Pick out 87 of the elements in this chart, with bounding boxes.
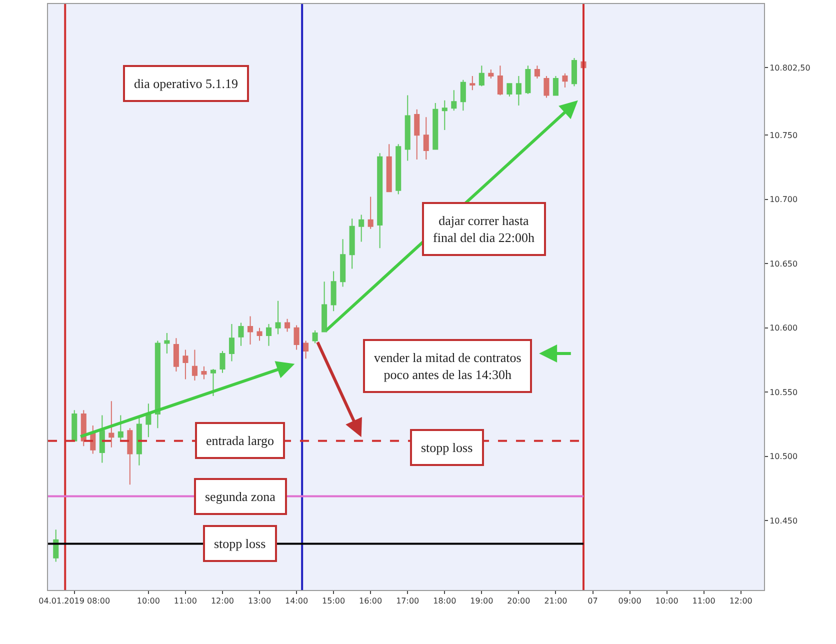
candlestick: [478, 65, 484, 87]
candlestick: [99, 414, 105, 464]
candlestick: [275, 300, 281, 335]
x-tick-label: 10:00: [655, 596, 678, 606]
x-tick-label: 04.01.2019 08:00: [38, 596, 110, 606]
candlestick: [247, 316, 254, 346]
candlestick: [53, 529, 59, 562]
candlestick: [451, 90, 457, 112]
candlestick: [368, 196, 374, 230]
candlestick: [210, 368, 216, 396]
candlestick: [404, 94, 410, 162]
candlestick: [330, 270, 336, 312]
candlestick: [238, 322, 244, 346]
candlestick: [192, 349, 198, 382]
x-tick-label: 11:00: [692, 596, 716, 606]
candlestick: [266, 323, 272, 346]
candlestick: [182, 349, 188, 380]
candlestick: [497, 65, 503, 96]
candlestick: [154, 340, 160, 429]
candlestick: [534, 65, 540, 80]
candlestick: [506, 83, 512, 98]
candlestick: [256, 327, 262, 342]
candlestick: [118, 414, 124, 442]
annotation: stopp loss: [421, 440, 473, 455]
annotation: dia operativo 5.1.19: [134, 76, 238, 91]
annotation: vender la mitad de contratos poco antes de las 14:30h: [374, 350, 522, 382]
candlestick: [396, 144, 402, 195]
candlestick: [312, 330, 318, 344]
y-tick-label: 10.450: [770, 516, 798, 526]
candlestick: [562, 72, 568, 88]
candlestick: [414, 108, 420, 160]
ref-line-label: stopp loss: [214, 536, 266, 551]
candlestick: [303, 340, 309, 360]
y-tick-label: 10.750: [770, 130, 798, 140]
candlestick: [516, 75, 522, 106]
candlestick: [284, 318, 290, 332]
x-tick-label: 07: [588, 596, 598, 606]
x-tick-label: 12:00: [729, 596, 752, 606]
candlestick: [460, 79, 466, 112]
candlestick: [146, 403, 152, 438]
candlestick: [294, 324, 300, 350]
x-tick-label: 10:00: [136, 596, 160, 606]
candlestick: [322, 281, 328, 332]
candlestick: [340, 238, 346, 288]
x-tick-label: 19:00: [470, 596, 494, 606]
candlestick: [525, 65, 531, 94]
candlestick: [432, 102, 438, 150]
x-tick-label: 18:00: [433, 596, 456, 606]
y-tick-label: 10.600: [770, 324, 798, 333]
candlestick: [470, 75, 476, 91]
candlestick: [127, 428, 133, 486]
x-tick-label: 14:00: [285, 596, 308, 606]
x-tick-label: 17:00: [396, 596, 420, 606]
candlestick: [173, 338, 179, 372]
candlestick: [201, 366, 207, 380]
annotation: dajar correr hasta final del dia 22:00h: [433, 213, 535, 245]
x-tick-label: 11:00: [174, 596, 197, 606]
candlestick: [228, 323, 235, 362]
candlestick: [220, 350, 226, 374]
x-tick-label: 12:00: [210, 596, 234, 606]
y-tick-label: 10.550: [770, 388, 798, 397]
x-tick-label: 16:00: [359, 596, 382, 606]
candlestick: [488, 69, 494, 80]
x-tick-label: 20:00: [507, 596, 530, 606]
candlestick: [442, 100, 448, 130]
candlestick: [164, 332, 170, 354]
candlestick: [544, 75, 550, 98]
y-tick-label: 10.700: [770, 195, 798, 204]
candlestick: [377, 152, 383, 249]
candlestick: [423, 116, 429, 160]
candlestick: [552, 75, 558, 96]
x-tick-label: 13:00: [248, 596, 272, 606]
x-tick-label: 09:00: [618, 596, 642, 606]
y-tick-label: 10.650: [770, 259, 798, 268]
y-tick-label: 10.802,50: [770, 63, 810, 72]
x-tick-label: 21:00: [544, 596, 568, 606]
ref-line-label: entrada largo: [206, 433, 274, 448]
y-tick-label: 10.500: [770, 452, 798, 462]
candlestick: [108, 400, 114, 448]
candlestick: [349, 218, 355, 270]
candlestick: [358, 214, 364, 242]
candlestick: [386, 144, 392, 192]
ref-line-label: segunda zona: [205, 489, 276, 504]
candlestick: [72, 410, 78, 442]
candlestick: [571, 57, 578, 87]
x-tick-label: 15:00: [322, 596, 346, 606]
candlestick: [136, 417, 142, 466]
